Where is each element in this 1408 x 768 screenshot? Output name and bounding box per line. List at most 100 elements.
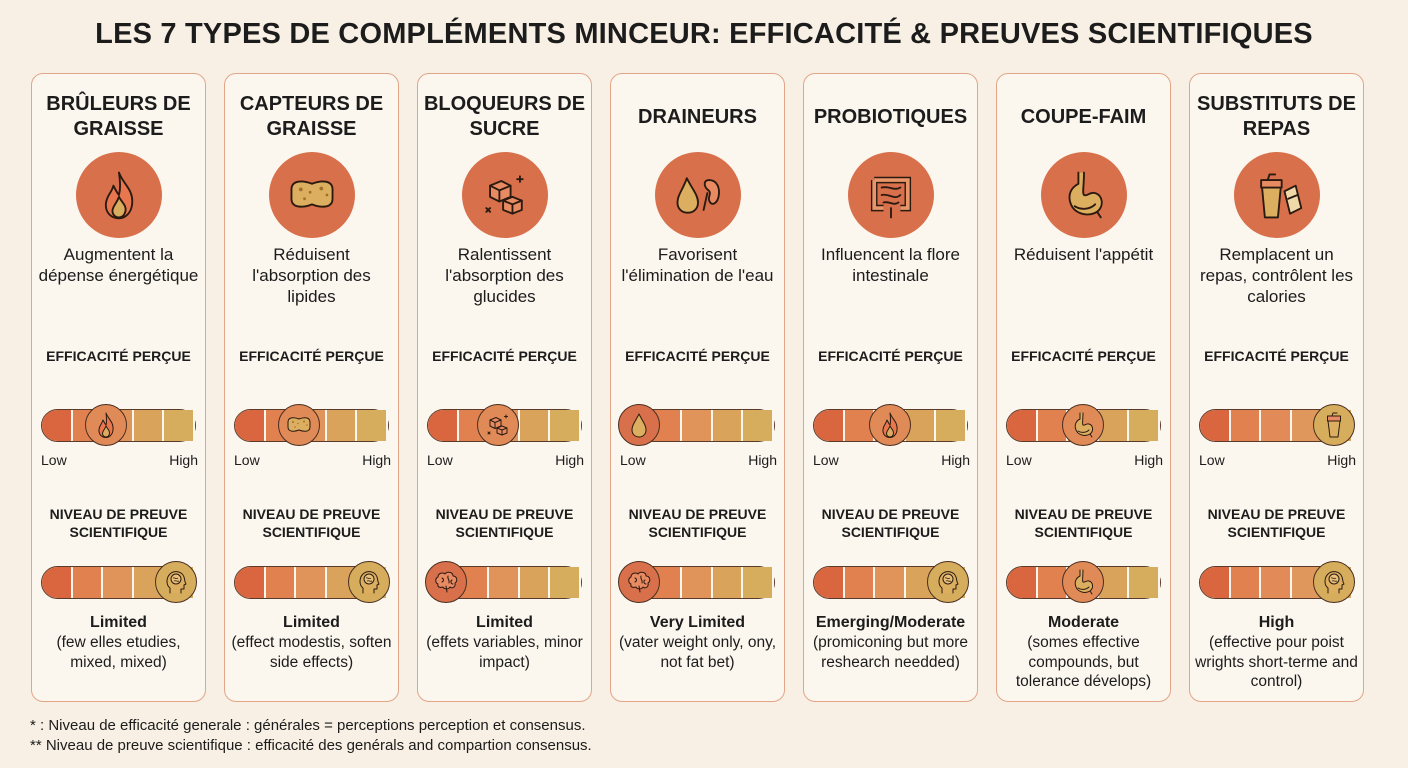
low-label: Low [41, 452, 67, 468]
card-title: BLOQUEURS DE SUCRE [423, 93, 586, 140]
low-label: Low [1006, 452, 1032, 468]
card-intestine: PROBIOTIQUES Influencent la flore intest… [803, 73, 978, 702]
evidence-label: NIVEAU DE PREUVE SCIENTIFIQUE [821, 506, 960, 540]
bar-segment [743, 567, 774, 598]
card-title: CAPTEURS DE GRAISSE [239, 93, 384, 140]
efficacy-knob [278, 404, 321, 446]
efficacy-bar [1006, 404, 1161, 446]
efficacy-bar [1199, 404, 1355, 446]
shaker-icon [1319, 410, 1349, 440]
efficacy-scale: Low High [41, 452, 198, 468]
efficacy-knob [618, 404, 660, 446]
evidence-knob [1062, 561, 1104, 603]
efficacy-scale: Low High [1199, 452, 1356, 468]
efficacy-scale: Low High [813, 452, 970, 468]
low-label: Low [427, 452, 453, 468]
efficacy-bar [813, 404, 968, 446]
efficacy-label: EFFICACITÉ PERÇUE [239, 348, 384, 364]
flame-icon [91, 410, 121, 440]
bar-segment [235, 410, 266, 441]
bar-segment [42, 567, 73, 598]
efficacy-bar [234, 404, 389, 446]
card-description: Réduisent l'appétit [1013, 245, 1154, 264]
evidence-result: Moderate [1047, 614, 1120, 631]
head-brain-icon [354, 567, 384, 597]
shaker-bar-icon [1234, 152, 1320, 238]
bar-segment [265, 567, 297, 598]
bar-segment [42, 410, 73, 441]
efficacy-bar [427, 404, 582, 446]
bar-segment [550, 410, 581, 441]
bar-segment [519, 567, 551, 598]
evidence-bar [41, 561, 197, 603]
bar-segment [72, 567, 104, 598]
bar-segment [936, 410, 967, 441]
page-title: LES 7 TYPES DE COMPLÉMENTS MINCEUR: EFFI… [95, 18, 1313, 50]
drop-icon [624, 410, 654, 440]
card-description: Réduisent l'absorption des lipides [252, 245, 371, 306]
efficacy-label: EFFICACITÉ PERÇUE [1011, 348, 1156, 364]
sponge-icon [269, 152, 355, 238]
sponge-icon [284, 410, 314, 440]
evidence-knob [155, 561, 197, 603]
evidence-bar [1006, 561, 1161, 603]
bar-segment [133, 410, 165, 441]
bar-segment [1007, 410, 1038, 441]
high-label: High [1327, 452, 1356, 468]
evidence-bar [618, 561, 775, 603]
evidence-bar [234, 561, 390, 603]
bar-segment [814, 410, 845, 441]
low-label: Low [234, 452, 260, 468]
evidence-knob [618, 561, 660, 603]
evidence-label: NIVEAU DE PREUVE SCIENTIFIQUE [1014, 506, 1153, 540]
evidence-detail: (effective pour poist wrights short-term… [1195, 634, 1358, 690]
efficacy-knob [477, 404, 520, 446]
head-brain-icon [161, 567, 191, 597]
card-description: Remplacent un repas, contrôlent les calo… [1199, 245, 1354, 306]
high-label: High [555, 452, 584, 468]
drop-kidney-icon [655, 152, 741, 238]
bar-segment [712, 410, 744, 441]
efficacy-bar [618, 404, 775, 446]
brain-icon [624, 567, 654, 597]
card-title: BRÛLEURS DE GRAISSE [46, 93, 191, 140]
card-sponge: CAPTEURS DE GRAISSE Réduisent l'absorpti… [224, 73, 399, 702]
head-brain-icon [933, 567, 963, 597]
stomach-icon [1041, 152, 1127, 238]
evidence-result: Limited [476, 614, 533, 631]
evidence-result: Limited [90, 614, 147, 631]
card-title: SUBSTITUTS DE REPAS [1197, 93, 1356, 140]
evidence-bar [1199, 561, 1355, 603]
evidence-bar [425, 561, 582, 603]
bar-segment [712, 567, 744, 598]
footnote-2: ** Niveau de preuve scientifique : effic… [30, 737, 592, 754]
evidence-knob [425, 561, 467, 603]
bar-segment [164, 410, 195, 441]
card-description: Favorisent l'élimination de l'eau [621, 245, 774, 285]
evidence-detail: (effets variables, minor impact) [426, 634, 583, 671]
evidence-knob [927, 561, 969, 603]
bar-segment [1200, 567, 1231, 598]
evidence-detail: (somes effective compounds, but toleranc… [1015, 634, 1152, 690]
card-description: Ralentissent l'absorption des glucides [445, 245, 564, 306]
bar-segment [682, 567, 713, 598]
bar-segment [743, 410, 774, 441]
bar-segment [1261, 567, 1292, 598]
efficacy-knob [869, 404, 911, 446]
stomach-icon [1068, 410, 1098, 440]
bar-segment [844, 567, 876, 598]
evidence-result: Emerging/Moderate [815, 614, 966, 631]
bar-segment [1129, 410, 1160, 441]
bar-segment [428, 410, 459, 441]
bar-segment [1230, 410, 1262, 441]
efficacy-label: EFFICACITÉ PERÇUE [818, 348, 963, 364]
evidence-label: NIVEAU DE PREUVE SCIENTIFIQUE [628, 506, 767, 540]
bar-segment [875, 567, 906, 598]
evidence-result: High [1258, 614, 1295, 631]
bar-segment [814, 567, 845, 598]
flame-icon [875, 410, 905, 440]
bar-segment [296, 567, 327, 598]
flame-icon [76, 152, 162, 238]
bar-segment [682, 410, 713, 441]
card-drop-kidney: DRAINEURS Favorisent l'élimination de l'… [610, 73, 785, 702]
